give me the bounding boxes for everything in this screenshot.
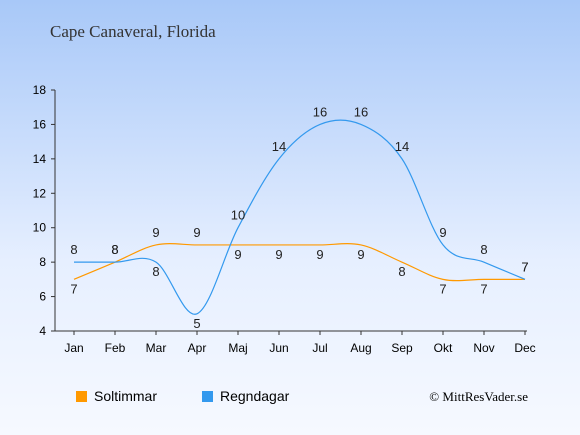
x-tick-label: Jun — [269, 341, 288, 355]
data-label-regndagar: 16 — [354, 104, 368, 119]
axes: 4 6 8 10 12 14 16 18 Jan Feb Mar Apr Maj Jun Jul Aug Sep… — [33, 83, 536, 355]
chart-title: Cape Canaveral, Florida — [50, 22, 216, 41]
data-label-regndagar: 5 — [193, 316, 200, 331]
x-tick-label: Aug — [350, 341, 371, 355]
data-label-regndagar: 16 — [313, 104, 327, 119]
data-label-soltimmar: 7 — [480, 281, 487, 296]
y-tick-label: 14 — [33, 152, 47, 166]
data-label-regndagar: 8 — [152, 264, 159, 279]
x-tick-label: Feb — [105, 341, 126, 355]
data-label-soltimmar: 9 — [193, 225, 200, 240]
data-label-soltimmar: 9 — [234, 247, 241, 262]
data-label-soltimmar: 9 — [152, 225, 159, 240]
series-lines — [73, 119, 526, 315]
legend-swatch-soltimmar — [76, 390, 87, 402]
x-tick-label: Maj — [228, 341, 247, 355]
y-tick-label: 12 — [33, 186, 47, 200]
x-tick-label: Okt — [434, 341, 453, 355]
y-tick-label: 8 — [39, 255, 46, 269]
data-label-regndagar: 10 — [231, 208, 245, 223]
y-tick-label: 18 — [33, 83, 47, 97]
data-label-soltimmar: 7 — [521, 259, 528, 274]
x-tick-label: Nov — [473, 341, 494, 355]
data-label-regndagar: 14 — [272, 139, 286, 154]
y-tick-label: 6 — [39, 290, 46, 304]
y-tick-label: 10 — [33, 221, 47, 235]
data-label-soltimmar: 7 — [70, 281, 77, 296]
x-tick-label: Mar — [146, 341, 167, 355]
data-label-regndagar: 8 — [111, 242, 118, 257]
series-line-regndagar — [73, 119, 526, 315]
data-label-regndagar: 9 — [439, 225, 446, 240]
x-tick-label: Apr — [188, 341, 207, 355]
data-label-soltimmar: 8 — [111, 242, 118, 257]
data-label-regndagar: 14 — [395, 139, 409, 154]
data-label-regndagar: 8 — [70, 242, 77, 257]
legend-swatch-regndagar — [202, 390, 213, 402]
series-line-soltimmar — [73, 243, 525, 282]
legend: Soltimmar Regndagar — [0, 388, 580, 408]
y-tick-label: 4 — [39, 324, 46, 338]
data-label-soltimmar: 9 — [316, 247, 323, 262]
data-label-regndagar: 7 — [521, 259, 528, 274]
x-tick-label: Jan — [64, 341, 83, 355]
legend-item-soltimmar: Soltimmar — [76, 388, 157, 404]
legend-label-regndagar: Regndagar — [220, 388, 290, 404]
legend-label-soltimmar: Soltimmar — [94, 388, 158, 404]
data-label-regndagar: 8 — [480, 242, 487, 257]
data-label-soltimmar: 9 — [275, 247, 282, 262]
y-tick-label: 16 — [33, 117, 47, 131]
x-tick-label: Jul — [312, 341, 327, 355]
site-credit: © MittResVader.se — [429, 389, 528, 404]
data-label-soltimmar: 9 — [357, 247, 364, 262]
x-tick-label: Sep — [391, 341, 413, 355]
data-label-soltimmar: 8 — [398, 264, 405, 279]
x-tick-label: Dec — [514, 341, 535, 355]
data-label-soltimmar: 7 — [439, 281, 446, 296]
legend-item-regndagar: Regndagar — [202, 388, 289, 404]
